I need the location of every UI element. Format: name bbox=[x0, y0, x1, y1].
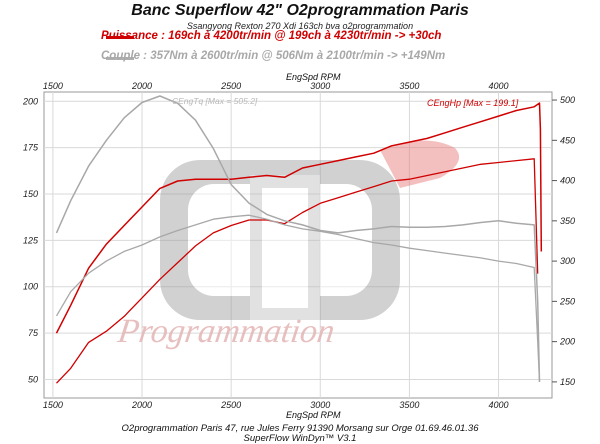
x-tick-label-top: 1500 bbox=[43, 81, 63, 91]
x-tick-label-bottom: 1500 bbox=[43, 400, 63, 410]
y-right-tick-label: 200 bbox=[559, 337, 575, 347]
footer-software: SuperFlow WinDyn™ V3.1 bbox=[243, 433, 357, 444]
x-tick-label-bottom: 3500 bbox=[399, 400, 419, 410]
y-right-tick-label: 500 bbox=[560, 95, 575, 105]
y-left-tick-label: 125 bbox=[23, 235, 39, 245]
power-max-annotation: CEngHp [Max = 199.1] bbox=[427, 98, 519, 108]
y-right-tick-label: 150 bbox=[560, 377, 575, 387]
x-tick-label-bottom: 3000 bbox=[310, 400, 330, 410]
x-tick-label-bottom: 2000 bbox=[131, 400, 152, 410]
x-axis-label-top: EngSpd RPM bbox=[286, 72, 341, 82]
torque-series-line-3 bbox=[55, 214, 541, 382]
series-layer bbox=[55, 95, 543, 384]
y-right-tick-label: 350 bbox=[560, 216, 575, 226]
axis-ticks: 1500 1500 2000 2000 2500 2500 3000 3000 3500 3500… bbox=[22, 81, 575, 410]
x-tick-label-top: 4000 bbox=[489, 81, 509, 91]
y-right-tick-label: 250 bbox=[559, 296, 575, 306]
x-tick-label-bottom: 2500 bbox=[220, 400, 241, 410]
power-legend-swatch bbox=[106, 36, 134, 39]
y-right-tick-label: 400 bbox=[560, 176, 575, 186]
y-right-tick-label: 300 bbox=[560, 256, 575, 266]
x-tick-label-top: 2500 bbox=[220, 81, 241, 91]
y-left-tick-label: 175 bbox=[23, 143, 39, 153]
x-tick-label-top: 3000 bbox=[310, 81, 330, 91]
x-tick-label-top: 3500 bbox=[399, 81, 419, 91]
watermark-text: Programmation bbox=[115, 313, 337, 350]
torque-series-line-2 bbox=[55, 95, 541, 382]
chart-subtitle: Ssangyong Rexton 270 Xdi 163ch bva o2pro… bbox=[186, 21, 414, 31]
grid bbox=[44, 92, 552, 398]
plot-area bbox=[43, 91, 553, 399]
x-tick-label-bottom: 4000 bbox=[489, 400, 509, 410]
torque-max-annotation: CEngTq [Max = 505.2] bbox=[172, 96, 258, 106]
x-tick-label-top: 2000 bbox=[131, 81, 152, 91]
y-left-tick-label: 50 bbox=[28, 374, 38, 384]
chart-title: Banc Superflow 42" O2programmation Paris bbox=[131, 2, 469, 19]
power-legend-label: Puissance : 169ch à 4200tr/min @ 199ch à… bbox=[101, 30, 442, 42]
y-left-tick-label: 150 bbox=[23, 189, 38, 199]
watermark-logo bbox=[160, 140, 460, 320]
y-left-tick-label: 100 bbox=[23, 282, 38, 292]
torque-legend-label: Couple : 357Nm à 2600tr/min @ 506Nm à 21… bbox=[101, 50, 446, 62]
y-right-tick-label: 450 bbox=[560, 135, 575, 145]
torque-legend-swatch bbox=[106, 57, 134, 60]
power-series-line-1 bbox=[56, 158, 539, 384]
power-series-line-0 bbox=[55, 102, 543, 334]
x-axis-label-bottom: EngSpd RPM bbox=[286, 410, 341, 420]
footer-address: O2programmation Paris 47, rue Jules Ferr… bbox=[121, 423, 479, 434]
y-left-tick-label: 200 bbox=[22, 96, 38, 106]
y-left-tick-label: 75 bbox=[28, 328, 39, 338]
